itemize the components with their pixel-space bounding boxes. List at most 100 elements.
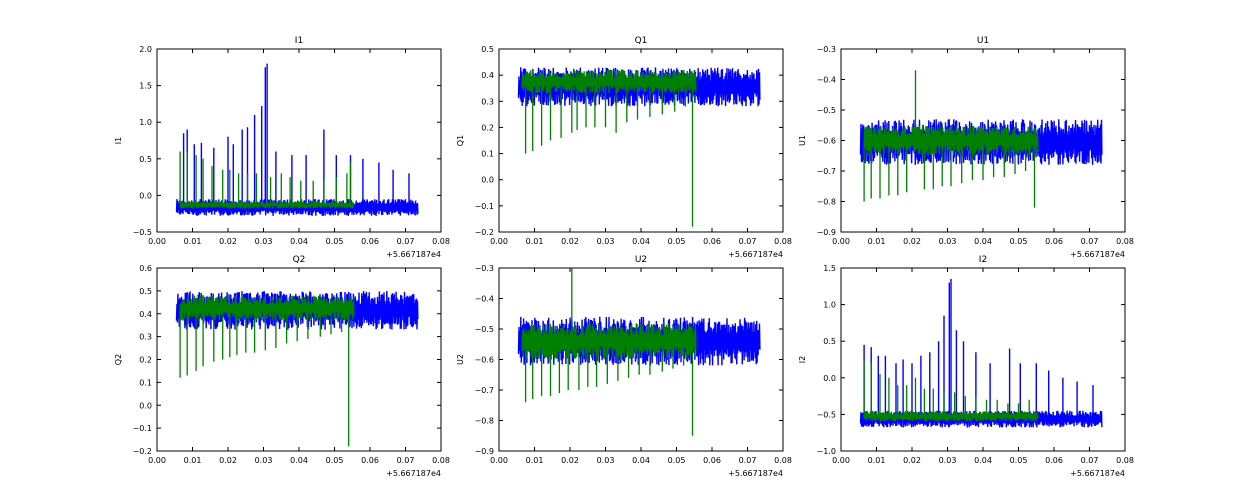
- subplot-u2: 0.00 0.01 0.02 0.03 0.04 0.05 0.06 0.07 0.08 −0.9…: [456, 255, 792, 478]
- y-tick-label: 1.0: [139, 118, 152, 127]
- subplot-title: I1: [295, 36, 303, 46]
- x-tick-label: 0.02: [219, 456, 237, 465]
- x-tick-label: 0.04: [974, 456, 992, 465]
- y-tick-label: −0.1: [475, 202, 494, 211]
- x-tick-label: 0.07: [1081, 237, 1099, 246]
- x-tick-label: 0.01: [868, 237, 886, 246]
- series-group: [517, 67, 761, 227]
- y-tick-label: 0.0: [481, 176, 494, 185]
- series-group: [175, 290, 419, 447]
- y-tick-label: −0.6: [475, 356, 494, 365]
- y-tick-label: 0.5: [823, 337, 836, 346]
- series-group: [517, 268, 761, 436]
- x-tick-label: 0.05: [326, 456, 344, 465]
- x-offset-label: +5.667187e4: [728, 250, 783, 259]
- x-tick-label: 0.02: [561, 237, 579, 246]
- series-group: [859, 70, 1103, 208]
- y-tick-label: 0.0: [139, 401, 152, 410]
- series-group: [859, 279, 1103, 428]
- y-tick-label: 0.0: [823, 374, 836, 383]
- x-offset-label: +5.667187e4: [386, 250, 441, 259]
- subplot-u1: 0.00 0.01 0.02 0.03 0.04 0.05 0.06 0.07 0.08 −0.9…: [798, 36, 1134, 259]
- y-tick-label: 0.4: [139, 310, 152, 319]
- x-tick-label: 0.04: [974, 237, 992, 246]
- y-tick-label: 0.2: [139, 356, 152, 365]
- y-tick-label: −0.3: [817, 45, 836, 54]
- series-line-green: [521, 69, 697, 227]
- x-tick-label: 0.03: [939, 237, 957, 246]
- series-line-green: [179, 151, 355, 209]
- x-tick-label: 0.01: [184, 456, 202, 465]
- y-tick-label: 0.0: [139, 191, 152, 200]
- x-tick-label: 0.01: [526, 237, 544, 246]
- x-tick-label: 0.02: [561, 456, 579, 465]
- x-tick-label: 0.05: [326, 237, 344, 246]
- y-axis-label: U2: [456, 354, 465, 365]
- y-axis-label: Q1: [456, 135, 465, 146]
- y-tick-label: −0.8: [475, 417, 494, 426]
- y-tick-label: −0.5: [475, 325, 494, 334]
- x-tick-label: 0.06: [361, 456, 379, 465]
- x-tick-label: 0.07: [739, 237, 757, 246]
- y-tick-label: 0.5: [481, 45, 494, 54]
- y-tick-label: −0.3: [475, 264, 494, 273]
- x-tick-label: 0.00: [148, 237, 166, 246]
- x-tick-label: 0.08: [1116, 237, 1134, 246]
- x-tick-label: 0.08: [432, 456, 450, 465]
- x-tick-label: 0.08: [432, 237, 450, 246]
- x-tick-label: 0.07: [397, 237, 415, 246]
- y-tick-label: 1.5: [139, 82, 152, 91]
- y-tick-label: −0.4: [817, 76, 836, 85]
- x-tick-label: 0.08: [774, 456, 792, 465]
- x-tick-label: 0.00: [832, 237, 850, 246]
- y-tick-label: −0.8: [817, 198, 836, 207]
- x-tick-label: 0.00: [148, 456, 166, 465]
- x-tick-label: 0.08: [1116, 456, 1134, 465]
- y-tick-label: −0.1: [133, 424, 152, 433]
- x-tick-label: 0.07: [1081, 456, 1099, 465]
- series-line-green: [863, 70, 1039, 208]
- x-tick-label: 0.07: [739, 456, 757, 465]
- y-tick-label: −0.6: [817, 137, 836, 146]
- x-tick-label: 0.01: [868, 456, 886, 465]
- x-tick-label: 0.03: [939, 456, 957, 465]
- y-tick-label: −0.9: [475, 447, 494, 456]
- y-tick-label: −0.4: [475, 295, 494, 304]
- y-tick-label: −0.2: [133, 447, 152, 456]
- subplot-i1: 0.00 0.01 0.02 0.03 0.04 0.05 0.06 0.07 0.08 −0.5…: [114, 36, 450, 259]
- x-tick-label: 0.04: [632, 237, 650, 246]
- y-tick-label: 0.1: [139, 378, 152, 387]
- subplot-title: Q1: [635, 36, 648, 46]
- y-tick-label: −0.5: [817, 410, 836, 419]
- subplot-q2: 0.00 0.01 0.02 0.03 0.04 0.05 0.06 0.07 0.08 −0.2…: [114, 255, 450, 478]
- x-tick-label: 0.06: [1045, 237, 1063, 246]
- x-tick-label: 0.08: [774, 237, 792, 246]
- x-tick-label: 0.04: [290, 237, 308, 246]
- subplot-q1: 0.00 0.01 0.02 0.03 0.04 0.05 0.06 0.07 0.08 −0.2…: [456, 36, 792, 259]
- x-tick-label: 0.01: [526, 456, 544, 465]
- y-tick-label: 0.3: [481, 97, 494, 106]
- y-axis-label: I1: [114, 137, 123, 144]
- series-line-green: [863, 359, 1039, 422]
- y-tick-label: 0.1: [481, 150, 494, 159]
- x-tick-label: 0.06: [703, 237, 721, 246]
- y-tick-label: 0.4: [481, 71, 494, 80]
- x-offset-label: +5.667187e4: [1070, 250, 1125, 259]
- y-tick-label: 0.2: [481, 123, 494, 132]
- x-tick-label: 0.05: [668, 237, 686, 246]
- y-tick-label: −0.2: [475, 228, 494, 237]
- x-tick-label: 0.03: [597, 456, 615, 465]
- y-tick-label: 1.0: [823, 301, 836, 310]
- y-tick-label: 0.5: [139, 155, 152, 164]
- y-axis-label: U1: [798, 135, 807, 146]
- subplot-i2: 0.00 0.01 0.02 0.03 0.04 0.05 0.06 0.07 0.08 −1.0…: [798, 255, 1134, 478]
- y-tick-label: 2.0: [139, 45, 152, 54]
- y-axis-label: I2: [798, 356, 807, 363]
- x-tick-label: 0.03: [597, 237, 615, 246]
- x-tick-label: 0.03: [255, 237, 273, 246]
- x-tick-label: 0.00: [490, 237, 508, 246]
- subplot-title: U2: [635, 255, 647, 265]
- x-tick-label: 0.06: [361, 237, 379, 246]
- x-tick-label: 0.02: [903, 456, 921, 465]
